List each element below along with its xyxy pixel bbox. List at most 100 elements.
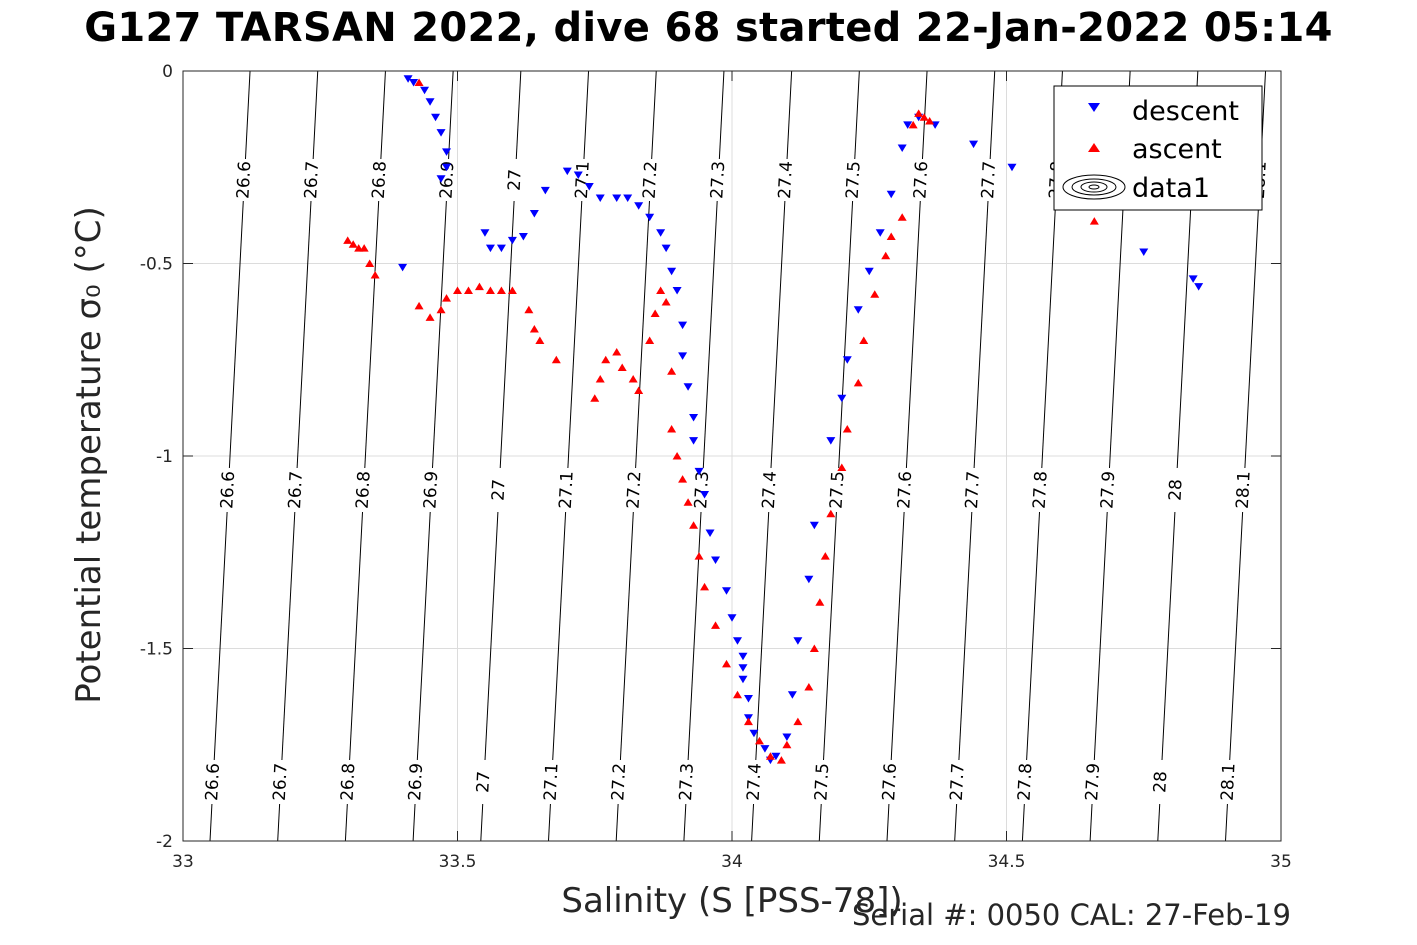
isopycnal-line <box>786 71 793 160</box>
descent-point <box>738 664 748 672</box>
ascent-point <box>754 736 764 745</box>
grid-layer <box>183 71 1281 841</box>
descent-point <box>562 167 572 176</box>
isopycnal-label: 28.1 <box>1233 471 1255 510</box>
isopycnal-line <box>552 511 567 761</box>
ascent-point <box>793 717 803 726</box>
ascent-point <box>809 644 819 652</box>
y-tick-label: -0.5 <box>140 255 173 275</box>
isopycnal-label: 27 <box>473 771 494 794</box>
ascent-point <box>595 375 605 383</box>
isopycnal-label: 26.9 <box>420 471 442 510</box>
isopycnal-label: 27.5 <box>811 763 833 802</box>
isopycnal-line <box>1244 200 1260 469</box>
ascent-point <box>925 117 935 125</box>
legend: descent ascent data1 <box>1053 85 1263 211</box>
isopycnal-line <box>954 803 958 841</box>
ascent-point <box>634 386 644 395</box>
descent-point <box>573 171 583 179</box>
descent-point <box>398 263 408 272</box>
isopycnal-label: 26.7 <box>270 763 292 802</box>
isopycnal-label: 27.1 <box>541 763 563 802</box>
isopycnal-line <box>770 200 786 469</box>
isopycnal-line <box>312 71 319 160</box>
isopycnal-line <box>854 71 860 160</box>
ascent-point <box>442 294 452 302</box>
ascent-point <box>617 363 627 371</box>
isopycnal-line <box>989 71 996 160</box>
ascent-point <box>711 621 721 629</box>
ascent-point <box>628 375 638 383</box>
isopycnal-label: 27 <box>488 479 509 502</box>
isopycnal-label: 27.2 <box>623 471 645 510</box>
ascent-series <box>343 78 1099 764</box>
isopycnal-line <box>838 200 854 469</box>
isopycnal-line <box>1157 803 1161 841</box>
ascent-point <box>826 509 836 518</box>
isopycnal-line <box>380 71 386 160</box>
isopycnal-label: 27.2 <box>640 161 662 200</box>
isopycnal-label: 27.4 <box>744 763 766 802</box>
descent-point <box>787 691 797 699</box>
isopycnal-line <box>905 200 921 469</box>
descent-point <box>1188 275 1198 283</box>
descent-point <box>689 437 699 445</box>
ascent-point <box>1089 217 1099 225</box>
isopycnal-line <box>1021 803 1025 841</box>
descent-point <box>694 467 704 476</box>
ascent-point <box>601 355 611 364</box>
isopycnal-line <box>1176 200 1192 469</box>
ascent-point <box>496 286 506 294</box>
descent-point <box>645 213 655 222</box>
isopycnal-label: 27.4 <box>775 161 797 200</box>
isopycnal-label: 28.1 <box>1218 763 1240 802</box>
ascent-point <box>919 113 929 121</box>
descent-point <box>420 86 430 95</box>
descent-point <box>903 121 913 129</box>
descent-point <box>540 186 550 195</box>
isopycnal-line <box>1093 511 1108 761</box>
descent-point <box>436 129 446 137</box>
isopycnal-line <box>615 803 619 841</box>
ascent-point <box>414 301 424 310</box>
ascent-point <box>765 752 775 760</box>
legend-data1-label: data1 <box>1132 173 1210 204</box>
isopycnal-label: 28 <box>1165 479 1186 502</box>
isopycnal-label: 27.9 <box>1082 763 1104 802</box>
isopycnal-label: 26.8 <box>353 471 375 510</box>
descent-point <box>623 194 633 203</box>
descent-point <box>732 637 742 645</box>
descent-point <box>425 98 435 106</box>
descent-point <box>864 267 874 276</box>
isopycnal-line <box>651 71 657 160</box>
descent-point <box>727 614 737 622</box>
descent-point <box>793 637 803 645</box>
isopycnal-label: 27.8 <box>1014 763 1036 802</box>
descent-point <box>897 144 907 152</box>
isopycnal-line <box>1229 511 1244 761</box>
descent-point <box>584 183 594 191</box>
isopycnal-line <box>567 200 583 469</box>
ascent-point <box>612 348 622 356</box>
ascent-point <box>365 259 375 267</box>
descent-point <box>738 675 748 684</box>
x-tick-label: 33 <box>172 852 194 872</box>
isopycnal-label: 26.9 <box>405 763 427 802</box>
isopycnal-line <box>1161 511 1176 761</box>
ascent-point <box>535 336 545 344</box>
isopycnal-line <box>1089 803 1093 841</box>
descent-point <box>875 229 885 237</box>
isopycnal-label: 27.6 <box>910 161 932 200</box>
descent-point <box>634 202 644 210</box>
ascent-point <box>474 282 484 291</box>
descent-point <box>529 209 539 218</box>
descent-point <box>689 414 699 422</box>
ascent-point <box>732 690 742 699</box>
isopycnal-label: 27.7 <box>962 471 984 510</box>
isopycnal-label: 27.7 <box>947 763 969 802</box>
ascent-point <box>672 452 682 460</box>
isopycnal-label: 27.6 <box>879 763 901 802</box>
isopycnal-line <box>890 511 905 761</box>
descent-point <box>667 267 677 276</box>
isopycnal-label: 27.2 <box>608 763 630 802</box>
